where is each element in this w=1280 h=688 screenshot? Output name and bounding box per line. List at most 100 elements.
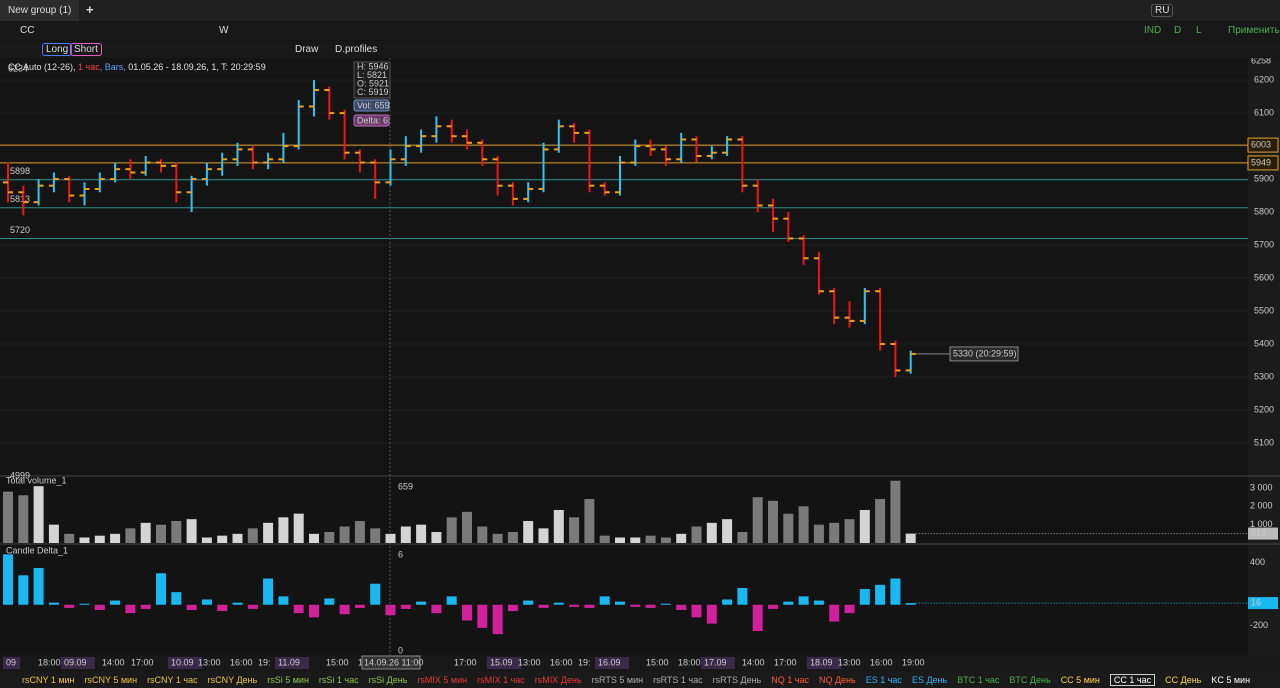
volume-bar	[309, 533, 319, 543]
volume-bar	[844, 519, 855, 543]
ind[interactable]: IND	[1144, 25, 1162, 36]
volume-bar	[722, 519, 733, 543]
d[interactable]: D	[1174, 25, 1182, 36]
delta-bar	[232, 602, 243, 605]
y-tick-label: 5800	[1254, 206, 1274, 216]
extreme-label: 6234	[8, 63, 28, 73]
vol-tip: Vol: 659	[357, 100, 390, 110]
level-label: 5813	[10, 194, 30, 204]
instrument-tab[interactable]: rsMIX 5 мин	[417, 675, 468, 685]
instrument-tab[interactable]: rsSi День	[368, 675, 408, 685]
y-tick-label: 5700	[1254, 239, 1274, 249]
volume-bar	[263, 522, 274, 543]
delta-box	[353, 114, 390, 127]
delta-bar	[247, 604, 258, 609]
l[interactable]: L	[1196, 25, 1202, 36]
instrument-tab[interactable]: rsCNY 5 мин	[84, 675, 138, 685]
instrument-tab[interactable]: rsMIX 1 час	[477, 675, 525, 685]
instrument-tab[interactable]: rsSi 5 мин	[267, 675, 309, 685]
delta-bar	[875, 584, 886, 605]
tab[interactable]: New group (1)	[0, 0, 80, 21]
instrument-tab[interactable]: NQ 1 час	[771, 675, 809, 685]
instrument-tab[interactable]: ES 1 час	[865, 675, 902, 685]
x-tick-label: 17:00	[774, 657, 797, 667]
instrument-tab[interactable]: rsRTS 5 мин	[591, 675, 644, 685]
delta-bar	[370, 583, 381, 605]
x-tick-label: 10.09	[171, 657, 194, 667]
period[interactable]: W	[219, 25, 229, 36]
y-tick-label: 5100	[1254, 437, 1274, 447]
x-tick-label: 16:00	[230, 657, 253, 667]
delta-bar	[278, 596, 289, 605]
volume-bar	[370, 528, 381, 543]
y-tick-label: 3 000	[1250, 482, 1273, 492]
long[interactable]: Long	[42, 43, 73, 56]
instrument-tab[interactable]: BTC 1 час	[957, 675, 1000, 685]
delta-bar	[324, 598, 335, 605]
chart-header: CC Auto (12-26), 1 час, Bars, 01.05.26 -…	[8, 62, 266, 72]
volume-bar	[477, 526, 488, 543]
level-label: 5949	[1251, 157, 1271, 167]
delta-bar	[477, 604, 488, 628]
delta-bar	[584, 604, 595, 608]
instrument-tab[interactable]: rsRTS 1 час	[653, 675, 703, 685]
delta-bar	[33, 568, 44, 605]
draw[interactable]: Draw	[295, 44, 319, 55]
delta-bar	[94, 604, 105, 610]
vol-box	[353, 99, 390, 112]
date-box	[275, 657, 309, 669]
delta-bar	[645, 604, 656, 608]
instrument-tab[interactable]: NQ День	[818, 675, 856, 685]
apply[interactable]: Применить	[1228, 25, 1280, 36]
volume-bar	[354, 521, 365, 543]
date-box	[701, 657, 735, 669]
instrument-tab[interactable]: rsCNY 1 мин	[22, 675, 75, 685]
instrument-tab[interactable]: CC День	[1165, 675, 1202, 685]
add-tab[interactable]: +	[86, 2, 94, 17]
instrument-tab[interactable]: CC 1 час	[1109, 674, 1156, 686]
delta-bar	[186, 604, 197, 610]
volume-bar	[645, 535, 656, 543]
instrument-tab[interactable]: KC 5 мин	[1211, 675, 1251, 685]
volume-bar	[859, 510, 870, 543]
y-tick-label: 5400	[1254, 338, 1274, 348]
time-axis	[0, 655, 1280, 672]
instrument-tab[interactable]: ES День	[911, 675, 948, 685]
bottom-tabs: rsCNY 1 мин rsCNY 5 мин rsCNY 1 час rsCNY Д…	[0, 672, 1280, 688]
volume-bar	[523, 521, 534, 543]
volume-bar	[186, 519, 197, 543]
lang[interactable]: RU	[1151, 4, 1174, 17]
toolbar: CC W IND D L Применить	[0, 22, 1280, 40]
x-tick-label: 16.09	[598, 657, 621, 667]
delta-bar	[905, 603, 916, 605]
volume-bar	[217, 535, 228, 543]
instrument-tab[interactable]: rsRTS День	[712, 675, 762, 685]
y-tick-label: 5300	[1254, 371, 1274, 381]
tooltip-text: H: 5946	[357, 61, 389, 71]
instrument-tab[interactable]: rsCNY День	[207, 675, 258, 685]
delta-bar	[538, 604, 549, 608]
instrument-tab[interactable]: rsSi 1 час	[318, 675, 359, 685]
delta-bar	[110, 600, 121, 605]
delta-bar	[140, 604, 151, 609]
x-tick-label: 18:00	[678, 657, 701, 667]
x-tick-label: 18.09	[810, 657, 833, 667]
instrument-tab[interactable]: rsCNY 1 час	[147, 675, 198, 685]
time-label: 14.09.26 11:00	[364, 657, 423, 667]
volume-bar	[79, 537, 90, 543]
volume-bar	[676, 533, 687, 543]
delta-bar	[829, 604, 840, 622]
short[interactable]: Short	[70, 43, 102, 56]
profiles[interactable]: D.profiles	[335, 44, 378, 55]
delta-bar	[416, 601, 427, 605]
volume-bar	[446, 517, 457, 543]
tab-bar: New group (1) + RU	[0, 0, 1280, 21]
x-tick-label: 19:00	[902, 657, 925, 667]
instrument-tab[interactable]: BTC День	[1009, 675, 1051, 685]
instrument-tab[interactable]: rsMIX День	[534, 675, 582, 685]
volume-bar	[630, 537, 641, 543]
instrument-tab[interactable]: CC 5 мин	[1060, 675, 1100, 685]
symbol[interactable]: CC	[20, 25, 35, 36]
volume-bar	[492, 533, 503, 543]
volume-bar	[783, 513, 794, 543]
